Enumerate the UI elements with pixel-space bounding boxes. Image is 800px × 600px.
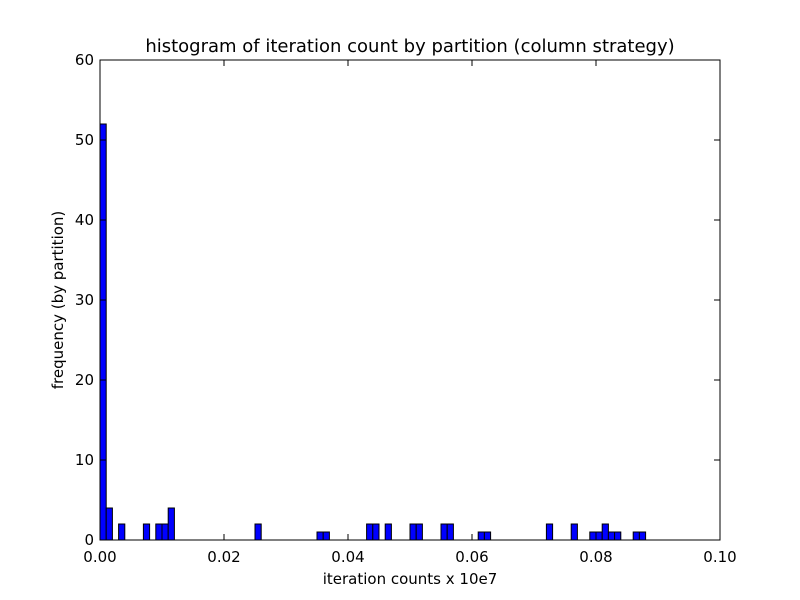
histogram-bar <box>477 531 485 541</box>
histogram-bar <box>614 531 622 541</box>
plot-frame <box>99 59 721 541</box>
histogram-bar <box>415 523 423 541</box>
histogram-bar <box>322 531 330 541</box>
y-axis-label: frequency (by partition) <box>49 211 67 390</box>
y-tick-label: 60 <box>75 51 94 69</box>
x-tick-label: 0.10 <box>703 548 736 566</box>
histogram-bar <box>99 123 107 541</box>
y-tick-label: 0 <box>84 531 94 549</box>
histogram-bar <box>254 523 262 541</box>
histogram-bar <box>105 507 113 541</box>
histogram-bar <box>545 523 554 541</box>
histogram-bar <box>384 523 392 541</box>
histogram-bar <box>167 507 175 541</box>
y-tick-label: 30 <box>75 291 94 309</box>
x-tick-label: 0.04 <box>331 548 364 566</box>
histogram-bar <box>570 523 578 541</box>
histogram-bar <box>155 523 163 541</box>
histogram-bar <box>142 523 151 541</box>
histogram-bar <box>607 531 616 541</box>
ticks-group: 0.00 0.02 0.04 0.06 0.08 0.10 0 10 20 30 40 50 60 <box>75 51 737 566</box>
y-tick-label: 50 <box>75 131 94 149</box>
bars-group <box>99 123 647 541</box>
histogram-bar <box>372 523 380 541</box>
x-tick-label: 0.02 <box>207 548 240 566</box>
histogram-bar <box>595 531 603 541</box>
histogram-bar <box>118 523 126 541</box>
x-tick-label: 0.06 <box>455 548 488 566</box>
y-tick-label: 40 <box>75 211 94 229</box>
chart-title: histogram of iteration count by partitio… <box>145 36 674 57</box>
histogram-bar <box>161 523 169 541</box>
histogram-bar <box>483 531 492 541</box>
x-tick-label: 0.00 <box>83 548 116 566</box>
x-tick-label: 0.08 <box>579 548 612 566</box>
histogram-bar <box>589 531 597 541</box>
x-axis-label: iteration counts x 10e7 <box>323 570 498 588</box>
histogram-bar <box>446 523 454 541</box>
histogram-bar <box>409 523 417 541</box>
histogram-bar <box>601 523 609 541</box>
histogram-bar <box>366 523 374 541</box>
y-tick-label: 10 <box>75 451 94 469</box>
histogram-bar <box>316 531 324 541</box>
histogram-bar <box>638 531 647 541</box>
histogram-bar <box>440 523 448 541</box>
histogram-bar <box>632 531 640 541</box>
y-tick-label: 20 <box>75 371 94 389</box>
